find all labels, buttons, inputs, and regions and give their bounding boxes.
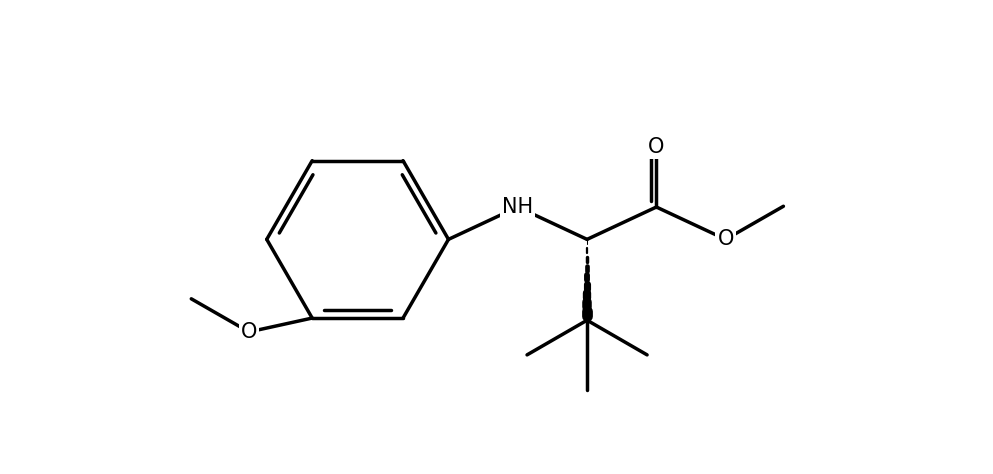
- Text: NH: NH: [502, 197, 533, 217]
- Text: O: O: [648, 137, 664, 157]
- Text: O: O: [718, 229, 734, 249]
- Text: O: O: [241, 322, 257, 342]
